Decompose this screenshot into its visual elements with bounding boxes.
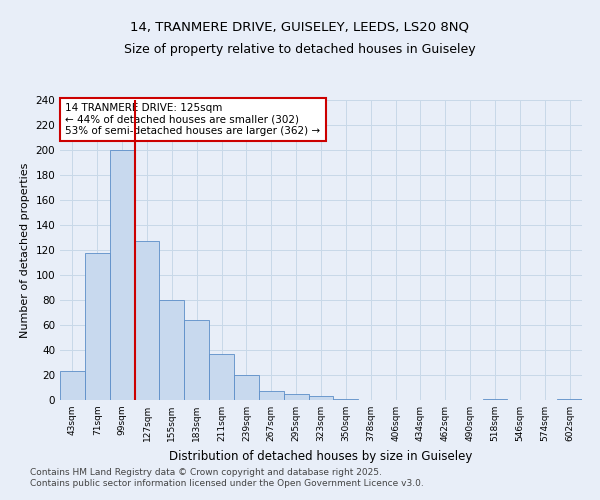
Bar bbox=[308, 396, 334, 400]
Bar bbox=[134, 242, 160, 400]
X-axis label: Distribution of detached houses by size in Guiseley: Distribution of detached houses by size … bbox=[169, 450, 473, 462]
Bar bbox=[209, 354, 234, 400]
Bar bbox=[60, 371, 85, 400]
Text: 14, TRANMERE DRIVE, GUISELEY, LEEDS, LS20 8NQ: 14, TRANMERE DRIVE, GUISELEY, LEEDS, LS2… bbox=[131, 20, 470, 33]
Bar bbox=[259, 391, 284, 400]
Bar bbox=[334, 399, 358, 400]
Text: Size of property relative to detached houses in Guiseley: Size of property relative to detached ho… bbox=[124, 42, 476, 56]
Bar bbox=[482, 399, 508, 400]
Bar bbox=[184, 320, 209, 400]
Bar bbox=[85, 252, 110, 400]
Bar bbox=[110, 150, 134, 400]
Bar bbox=[557, 399, 582, 400]
Y-axis label: Number of detached properties: Number of detached properties bbox=[20, 162, 30, 338]
Bar bbox=[160, 300, 184, 400]
Bar bbox=[234, 375, 259, 400]
Text: Contains HM Land Registry data © Crown copyright and database right 2025.
Contai: Contains HM Land Registry data © Crown c… bbox=[30, 468, 424, 487]
Text: 14 TRANMERE DRIVE: 125sqm
← 44% of detached houses are smaller (302)
53% of semi: 14 TRANMERE DRIVE: 125sqm ← 44% of detac… bbox=[65, 103, 320, 136]
Bar bbox=[284, 394, 308, 400]
